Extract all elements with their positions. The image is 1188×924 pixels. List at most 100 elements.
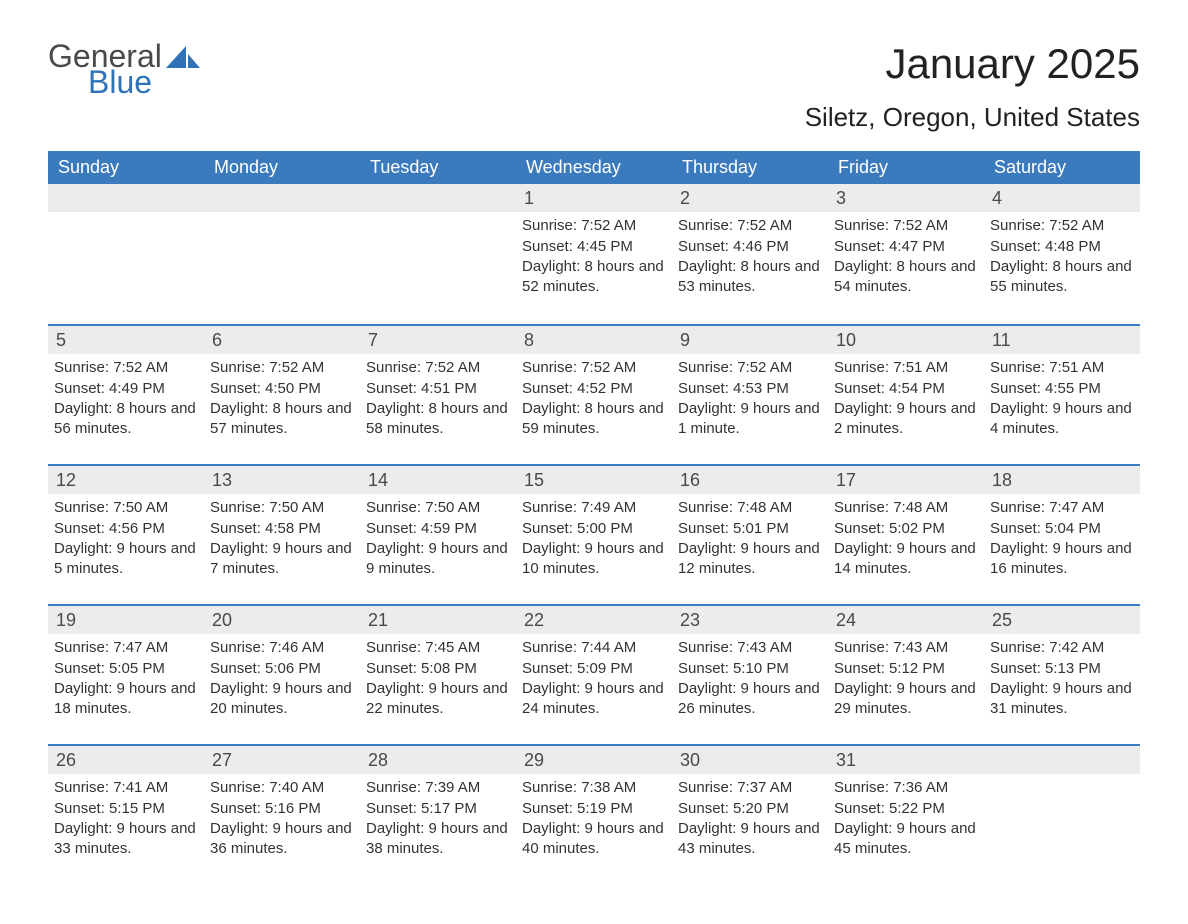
day-cell: 16Sunrise: 7:48 AMSunset: 5:01 PMDayligh… xyxy=(672,466,828,604)
sunset-text: Sunset: 4:50 PM xyxy=(210,379,352,399)
sunrise-text: Sunrise: 7:50 AM xyxy=(210,498,352,518)
sunrise-text: Sunrise: 7:39 AM xyxy=(366,778,508,798)
day-cell: 3Sunrise: 7:52 AMSunset: 4:47 PMDaylight… xyxy=(828,184,984,324)
day-cell: 28Sunrise: 7:39 AMSunset: 5:17 PMDayligh… xyxy=(360,746,516,884)
sunset-text: Sunset: 4:49 PM xyxy=(54,379,196,399)
sunrise-text: Sunrise: 7:49 AM xyxy=(522,498,664,518)
day-number: 9 xyxy=(672,326,828,354)
sunrise-text: Sunrise: 7:47 AM xyxy=(54,638,196,658)
day-number: 6 xyxy=(204,326,360,354)
day-cell xyxy=(204,184,360,324)
day-number: 24 xyxy=(828,606,984,634)
sunrise-text: Sunrise: 7:52 AM xyxy=(678,216,820,236)
day-cell xyxy=(48,184,204,324)
day-body: Sunrise: 7:50 AMSunset: 4:56 PMDaylight:… xyxy=(48,494,204,595)
sunset-text: Sunset: 4:58 PM xyxy=(210,519,352,539)
sunset-text: Sunset: 5:09 PM xyxy=(522,659,664,679)
day-body: Sunrise: 7:36 AMSunset: 5:22 PMDaylight:… xyxy=(828,774,984,875)
day-cell: 15Sunrise: 7:49 AMSunset: 5:00 PMDayligh… xyxy=(516,466,672,604)
day-body: Sunrise: 7:48 AMSunset: 5:01 PMDaylight:… xyxy=(672,494,828,595)
day-body: Sunrise: 7:52 AMSunset: 4:47 PMDaylight:… xyxy=(828,212,984,313)
sunrise-text: Sunrise: 7:50 AM xyxy=(54,498,196,518)
day-number: 7 xyxy=(360,326,516,354)
day-cell: 8Sunrise: 7:52 AMSunset: 4:52 PMDaylight… xyxy=(516,326,672,464)
sunset-text: Sunset: 4:47 PM xyxy=(834,237,976,257)
day-cell: 18Sunrise: 7:47 AMSunset: 5:04 PMDayligh… xyxy=(984,466,1140,604)
day-cell: 19Sunrise: 7:47 AMSunset: 5:05 PMDayligh… xyxy=(48,606,204,744)
day-body: Sunrise: 7:47 AMSunset: 5:05 PMDaylight:… xyxy=(48,634,204,735)
brand-logo: General Blue xyxy=(48,40,200,98)
day-body: Sunrise: 7:52 AMSunset: 4:46 PMDaylight:… xyxy=(672,212,828,313)
day-number: 31 xyxy=(828,746,984,774)
weekday-header-row: SundayMondayTuesdayWednesdayThursdayFrid… xyxy=(48,151,1140,184)
sunset-text: Sunset: 4:55 PM xyxy=(990,379,1132,399)
daylight-text: Daylight: 9 hours and 18 minutes. xyxy=(54,679,196,720)
week-row: 26Sunrise: 7:41 AMSunset: 5:15 PMDayligh… xyxy=(48,744,1140,884)
day-body: Sunrise: 7:47 AMSunset: 5:04 PMDaylight:… xyxy=(984,494,1140,595)
day-number xyxy=(984,746,1140,774)
sunset-text: Sunset: 4:46 PM xyxy=(678,237,820,257)
daylight-text: Daylight: 9 hours and 22 minutes. xyxy=(366,679,508,720)
day-cell: 25Sunrise: 7:42 AMSunset: 5:13 PMDayligh… xyxy=(984,606,1140,744)
day-body: Sunrise: 7:45 AMSunset: 5:08 PMDaylight:… xyxy=(360,634,516,735)
day-cell: 5Sunrise: 7:52 AMSunset: 4:49 PMDaylight… xyxy=(48,326,204,464)
day-number: 2 xyxy=(672,184,828,212)
day-cell: 23Sunrise: 7:43 AMSunset: 5:10 PMDayligh… xyxy=(672,606,828,744)
day-body: Sunrise: 7:52 AMSunset: 4:52 PMDaylight:… xyxy=(516,354,672,455)
day-body: Sunrise: 7:50 AMSunset: 4:58 PMDaylight:… xyxy=(204,494,360,595)
day-cell: 1Sunrise: 7:52 AMSunset: 4:45 PMDaylight… xyxy=(516,184,672,324)
day-cell: 31Sunrise: 7:36 AMSunset: 5:22 PMDayligh… xyxy=(828,746,984,884)
sunset-text: Sunset: 5:15 PM xyxy=(54,799,196,819)
day-number: 5 xyxy=(48,326,204,354)
sunrise-text: Sunrise: 7:52 AM xyxy=(210,358,352,378)
title-block: January 2025 Siletz, Oregon, United Stat… xyxy=(805,40,1140,133)
weekday-header: Friday xyxy=(828,151,984,184)
day-body: Sunrise: 7:52 AMSunset: 4:45 PMDaylight:… xyxy=(516,212,672,313)
day-number: 19 xyxy=(48,606,204,634)
daylight-text: Daylight: 8 hours and 59 minutes. xyxy=(522,399,664,440)
sunset-text: Sunset: 4:59 PM xyxy=(366,519,508,539)
weekday-header: Wednesday xyxy=(516,151,672,184)
day-cell: 22Sunrise: 7:44 AMSunset: 5:09 PMDayligh… xyxy=(516,606,672,744)
day-cell: 26Sunrise: 7:41 AMSunset: 5:15 PMDayligh… xyxy=(48,746,204,884)
location-text: Siletz, Oregon, United States xyxy=(805,102,1140,133)
sunset-text: Sunset: 5:13 PM xyxy=(990,659,1132,679)
day-body: Sunrise: 7:38 AMSunset: 5:19 PMDaylight:… xyxy=(516,774,672,875)
day-cell: 14Sunrise: 7:50 AMSunset: 4:59 PMDayligh… xyxy=(360,466,516,604)
daylight-text: Daylight: 9 hours and 24 minutes. xyxy=(522,679,664,720)
daylight-text: Daylight: 9 hours and 12 minutes. xyxy=(678,539,820,580)
daylight-text: Daylight: 9 hours and 1 minute. xyxy=(678,399,820,440)
sunrise-text: Sunrise: 7:52 AM xyxy=(522,216,664,236)
sunrise-text: Sunrise: 7:45 AM xyxy=(366,638,508,658)
sunrise-text: Sunrise: 7:51 AM xyxy=(990,358,1132,378)
daylight-text: Daylight: 9 hours and 45 minutes. xyxy=(834,819,976,860)
sunrise-text: Sunrise: 7:43 AM xyxy=(834,638,976,658)
daylight-text: Daylight: 9 hours and 16 minutes. xyxy=(990,539,1132,580)
daylight-text: Daylight: 8 hours and 58 minutes. xyxy=(366,399,508,440)
daylight-text: Daylight: 9 hours and 2 minutes. xyxy=(834,399,976,440)
sunrise-text: Sunrise: 7:40 AM xyxy=(210,778,352,798)
day-body: Sunrise: 7:52 AMSunset: 4:53 PMDaylight:… xyxy=(672,354,828,455)
day-number: 22 xyxy=(516,606,672,634)
day-body: Sunrise: 7:39 AMSunset: 5:17 PMDaylight:… xyxy=(360,774,516,875)
daylight-text: Daylight: 9 hours and 7 minutes. xyxy=(210,539,352,580)
day-number: 4 xyxy=(984,184,1140,212)
daylight-text: Daylight: 8 hours and 54 minutes. xyxy=(834,257,976,298)
sunrise-text: Sunrise: 7:52 AM xyxy=(522,358,664,378)
day-number: 3 xyxy=(828,184,984,212)
daylight-text: Daylight: 9 hours and 10 minutes. xyxy=(522,539,664,580)
weekday-header: Sunday xyxy=(48,151,204,184)
day-number: 17 xyxy=(828,466,984,494)
weekday-header: Monday xyxy=(204,151,360,184)
weekday-header: Saturday xyxy=(984,151,1140,184)
day-body: Sunrise: 7:42 AMSunset: 5:13 PMDaylight:… xyxy=(984,634,1140,735)
sunset-text: Sunset: 5:19 PM xyxy=(522,799,664,819)
sunrise-text: Sunrise: 7:51 AM xyxy=(834,358,976,378)
sunrise-text: Sunrise: 7:50 AM xyxy=(366,498,508,518)
sunset-text: Sunset: 5:08 PM xyxy=(366,659,508,679)
day-cell: 11Sunrise: 7:51 AMSunset: 4:55 PMDayligh… xyxy=(984,326,1140,464)
sunset-text: Sunset: 5:04 PM xyxy=(990,519,1132,539)
daylight-text: Daylight: 9 hours and 43 minutes. xyxy=(678,819,820,860)
header: General Blue January 2025 Siletz, Oregon… xyxy=(48,40,1140,133)
sunrise-text: Sunrise: 7:52 AM xyxy=(54,358,196,378)
